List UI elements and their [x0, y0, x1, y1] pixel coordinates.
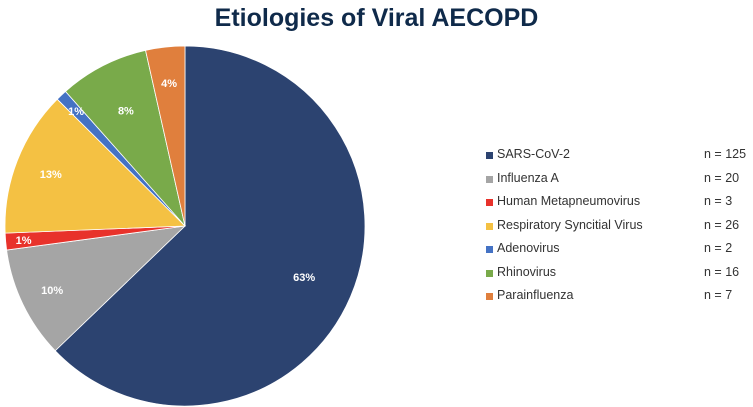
chart-title: Etiologies of Viral AECOPD: [214, 4, 539, 32]
legend-count: n = 20: [704, 170, 740, 185]
legend-label: Parainfluenza: [497, 288, 574, 302]
legend-label: Influenza A: [497, 170, 559, 185]
data-label: 13%: [40, 169, 62, 181]
legend-swatch: [486, 293, 493, 300]
data-label: 4%: [161, 78, 177, 90]
pie-slice-influenza-a: [6, 225, 187, 352]
legend-label: Human Metapneumovirus: [497, 194, 641, 208]
legend-swatch: [486, 246, 493, 253]
legend-item: Influenza A n = 20: [486, 171, 751, 195]
pie-slices: [4, 45, 366, 407]
pie-labels: 63% 10% 1% 13% 1% 8% 4%: [16, 78, 316, 297]
legend-item: Rhinovirus n = 16: [486, 265, 751, 289]
data-label: 63%: [293, 272, 315, 284]
legend: SARS-CoV-2 n = 125 Influenza A n = 20 Human …: [486, 147, 751, 312]
legend-swatch: [486, 152, 493, 159]
legend-swatch: [486, 222, 493, 230]
legend-count: n = 2: [704, 241, 733, 255]
legend-item: SARS-CoV-2 n = 125: [486, 147, 751, 171]
legend-item: Adenovirus n = 2: [486, 241, 751, 265]
pie-slice-respiratory-syncitial-virus: [4, 98, 186, 234]
data-label: 10%: [41, 285, 63, 297]
pie-slice-parainfluenza: [145, 45, 186, 227]
legend-item: Human Metapneumovirus n = 3: [486, 194, 751, 218]
legend-count: n = 26: [704, 217, 740, 232]
legend-item: Respiratory Syncitial Virus n = 26: [486, 218, 751, 242]
legend-item: Parainfluenza n = 7: [486, 288, 751, 312]
data-label: 1%: [16, 235, 32, 247]
data-label: 1%: [68, 106, 84, 118]
data-label: 8%: [118, 106, 134, 118]
legend-swatch: [486, 175, 493, 183]
legend-count: n = 3: [704, 194, 733, 208]
legend-swatch: [486, 269, 493, 277]
legend-count: n = 7: [704, 288, 733, 302]
legend-label: Respiratory Syncitial Virus: [497, 217, 643, 232]
legend-label: Rhinovirus: [497, 264, 557, 279]
legend-swatch: [486, 199, 493, 206]
legend-label: SARS-CoV-2: [497, 147, 570, 161]
legend-label: Adenovirus: [497, 241, 560, 255]
pie-slice-sars-cov-2: [54, 45, 366, 407]
legend-count: n = 16: [704, 264, 740, 279]
legend-count: n = 125: [704, 147, 747, 161]
